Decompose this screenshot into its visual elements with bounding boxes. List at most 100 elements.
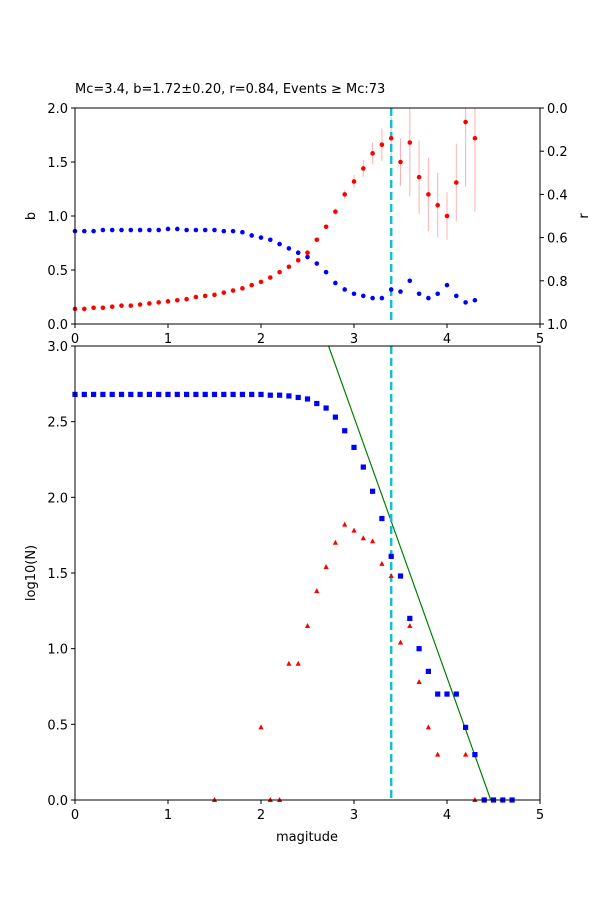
b-point: [351, 179, 357, 184]
x-tick-label: 0: [71, 808, 79, 823]
non-cumulative-point: [388, 573, 394, 579]
b-point: [333, 209, 338, 214]
b-point: [184, 296, 189, 302]
r-point: [342, 287, 348, 292]
b-point: [82, 306, 87, 312]
b-point: [444, 213, 450, 219]
b-value-plot: 0 1 2 3 4 5 0.0 0.5 1.0 1.5 2.0 0.0 0.2 0.4 0.6 0.8 1.0: [47, 102, 567, 347]
b-point: [416, 174, 422, 180]
b-point: [426, 192, 431, 197]
non-cumulative-point: [416, 678, 422, 684]
cumulative-point: [156, 391, 162, 398]
frequency-magnitude-plot: 0 1 2 3 4 5 0.0 0.5 1.0 1.5 2.0 2.5 3.0: [47, 340, 544, 823]
r-point: [398, 289, 403, 294]
cumulative-point: [267, 392, 273, 398]
r-point: [426, 295, 431, 301]
y-tick-label: 1.5: [47, 156, 68, 171]
x-tick-label: 4: [443, 332, 451, 347]
b-point: [277, 269, 282, 275]
b-point: [379, 142, 385, 148]
x-tick-label: 5: [536, 808, 544, 823]
non-cumulative-point: [397, 639, 404, 645]
cumulative-point: [416, 646, 422, 652]
b-point: [128, 303, 134, 308]
r-point: [314, 261, 320, 266]
r-point: [193, 227, 199, 233]
non-cumulative-point: [435, 751, 441, 757]
b-point: [463, 119, 468, 125]
r-point: [277, 241, 282, 247]
r-point: [100, 227, 106, 233]
cumulative-point: [360, 464, 366, 470]
b-point: [435, 202, 441, 208]
non-cumulative-point: [379, 560, 385, 566]
y-tick-label: 3.0: [47, 340, 68, 355]
b-point: [314, 237, 320, 243]
r-point: [156, 227, 161, 233]
b-point: [323, 224, 329, 230]
r-point: [268, 237, 273, 243]
y-tick-label: 0.5: [47, 718, 68, 733]
b-point: [472, 135, 478, 141]
cumulative-point: [379, 515, 385, 522]
b-point: [202, 293, 208, 299]
right-y-tick-label: 0.6: [547, 232, 568, 247]
r-point: [137, 227, 143, 233]
cumulative-point: [165, 391, 171, 398]
cumulative-point: [277, 392, 283, 398]
right-y-tick-label: 1.0: [547, 318, 568, 333]
cumulative-point: [397, 573, 404, 579]
r-point: [240, 229, 245, 235]
r-point: [454, 293, 459, 299]
x-tick-label: 3: [350, 332, 358, 347]
r-point: [407, 278, 413, 284]
non-cumulative-point: [258, 724, 264, 730]
b-point: [165, 299, 171, 304]
b-point: [230, 288, 236, 293]
top-chart-title: Mc=3.4, b=1.72±0.20, r=0.84, Events ≥ Mc…: [75, 82, 385, 97]
cumulative-point: [332, 414, 338, 420]
non-cumulative-point: [360, 535, 366, 541]
bottom-axes-frame: [74, 345, 541, 801]
cumulative-point: [118, 391, 125, 398]
cumulative-point: [128, 391, 134, 398]
cumulative-point: [463, 724, 469, 730]
b-point: [212, 292, 217, 298]
cumulative-point: [109, 391, 115, 398]
b-point: [175, 297, 180, 303]
right-y-tick-label: 0.4: [547, 188, 568, 203]
r-point: [202, 227, 208, 233]
cumulative-point: [193, 391, 199, 398]
cumulative-point: [174, 391, 180, 398]
cumulative-point: [146, 391, 152, 398]
non-cumulative-point: [463, 751, 469, 757]
cumulative-point: [211, 391, 218, 398]
right-y-tick-label: 0.0: [547, 102, 568, 117]
cumulative-point: [370, 488, 376, 494]
x-tick-label: 5: [536, 332, 544, 347]
r-point: [258, 235, 264, 240]
b-point: [361, 166, 366, 171]
cumulative-point: [137, 391, 143, 398]
b-point: [119, 303, 124, 308]
b-point: [137, 302, 143, 307]
b-point: [100, 305, 106, 311]
x-tick-label: 4: [443, 808, 451, 823]
y-tick-label: 0.0: [47, 318, 68, 333]
r-point: [212, 227, 217, 233]
top-right-axis-label: r: [577, 213, 592, 219]
cumulative-point: [91, 391, 97, 398]
cumulative-point: [81, 391, 87, 398]
y-tick-label: 0.5: [47, 264, 68, 279]
b-point: [193, 294, 199, 300]
b-point: [295, 257, 301, 263]
cumulative-point: [342, 428, 348, 434]
cumulative-point: [407, 615, 413, 621]
b-point: [388, 135, 394, 141]
r-point: [82, 228, 87, 234]
r-point: [472, 297, 478, 303]
y-tick-label: 1.0: [47, 210, 68, 225]
y-tick-label: 2.0: [47, 102, 68, 117]
bottom-y-axis-label: log10(N): [24, 545, 39, 601]
non-cumulative-point: [332, 539, 338, 545]
